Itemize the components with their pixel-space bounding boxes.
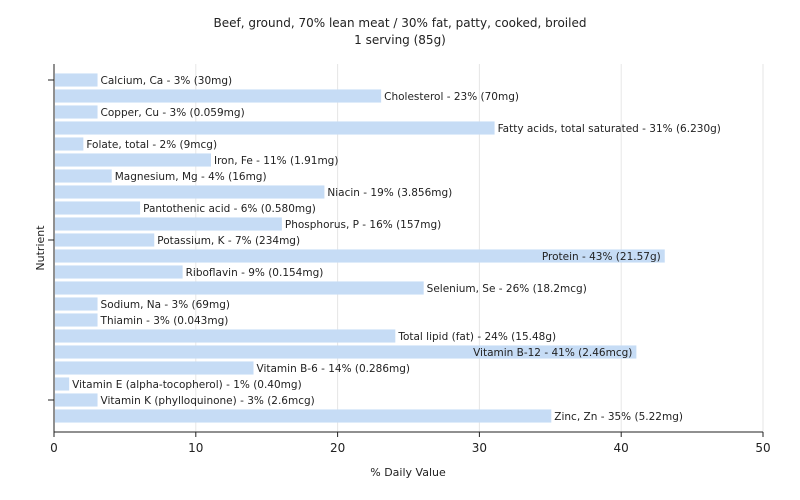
bar-data-label: Total lipid (fat) - 24% (15.48g) bbox=[397, 331, 556, 343]
grid-lines bbox=[195, 64, 764, 432]
bar-data-label: Cholesterol - 23% (70mg) bbox=[384, 91, 519, 103]
bar bbox=[55, 361, 254, 375]
x-tick-label: 0 bbox=[50, 441, 58, 455]
bar-data-label: Riboflavin - 9% (0.154mg) bbox=[186, 267, 324, 279]
bar bbox=[55, 121, 495, 135]
bar bbox=[55, 153, 211, 167]
bar bbox=[55, 329, 396, 343]
bar-data-label: Iron, Fe - 11% (1.91mg) bbox=[214, 155, 338, 167]
bar bbox=[55, 201, 141, 215]
bar-data-label: Zinc, Zn - 35% (5.22mg) bbox=[554, 411, 683, 423]
bar-data-label: Fatty acids, total saturated - 31% (6.23… bbox=[498, 123, 721, 135]
bar-data-label: Sodium, Na - 3% (69mg) bbox=[101, 299, 230, 311]
axes: 0 10 20 30 40 50 bbox=[48, 64, 771, 455]
bar bbox=[55, 393, 98, 407]
bar bbox=[55, 217, 282, 231]
bar-data-label: Thiamin - 3% (0.043mg) bbox=[100, 315, 229, 327]
bar bbox=[55, 89, 382, 103]
bar bbox=[55, 377, 70, 391]
bar-data-label: Selenium, Se - 26% (18.2mcg) bbox=[427, 283, 587, 295]
bar-data-label: Vitamin B-12 - 41% (2.46mcg) bbox=[473, 347, 632, 359]
bar bbox=[55, 73, 98, 87]
bar bbox=[55, 265, 183, 279]
bar bbox=[55, 409, 552, 423]
bar-data-label: Vitamin E (alpha-tocopherol) - 1% (0.40m… bbox=[72, 379, 302, 391]
bar-data-label: Potassium, K - 7% (234mg) bbox=[157, 235, 300, 247]
x-axis-label: % Daily Value bbox=[370, 466, 446, 479]
x-tick-label: 20 bbox=[330, 441, 345, 455]
x-tick-label: 30 bbox=[472, 441, 487, 455]
bar-data-label: Pantothenic acid - 6% (0.580mg) bbox=[143, 203, 316, 215]
bar-data-label: Vitamin K (phylloquinone) - 3% (2.6mcg) bbox=[101, 395, 315, 407]
bar-data-label: Phosphorus, P - 16% (157mg) bbox=[285, 219, 441, 231]
y-axis-label: Nutrient bbox=[34, 225, 47, 271]
bar bbox=[55, 297, 98, 311]
x-tick-label: 10 bbox=[188, 441, 203, 455]
chart-title: Beef, ground, 70% lean meat / 30% fat, p… bbox=[214, 16, 587, 30]
bar bbox=[55, 249, 665, 263]
bar-data-label: Niacin - 19% (3.856mg) bbox=[327, 187, 452, 199]
bar-data-label: Vitamin B-6 - 14% (0.286mg) bbox=[257, 363, 411, 375]
bar-labels: Calcium, Ca - 3% (30mg) Cholesterol - 23%… bbox=[72, 75, 721, 423]
bar bbox=[55, 169, 112, 183]
bar bbox=[55, 105, 98, 119]
bar-data-label: Protein - 43% (21.57g) bbox=[542, 251, 661, 263]
bar bbox=[55, 281, 424, 295]
bar-data-label: Magnesium, Mg - 4% (16mg) bbox=[115, 171, 267, 183]
bar bbox=[55, 137, 84, 151]
bar bbox=[55, 233, 155, 247]
bars bbox=[55, 73, 665, 423]
x-tick-label: 50 bbox=[755, 441, 770, 455]
bar-data-label: Copper, Cu - 3% (0.059mg) bbox=[101, 107, 245, 119]
bar bbox=[55, 345, 637, 359]
bar-data-label: Calcium, Ca - 3% (30mg) bbox=[101, 75, 233, 87]
x-tick-label: 40 bbox=[614, 441, 629, 455]
chart-subtitle: 1 serving (85g) bbox=[354, 33, 446, 47]
bar bbox=[55, 185, 325, 199]
bar-data-label: Folate, total - 2% (9mcg) bbox=[86, 139, 217, 151]
bar bbox=[55, 313, 98, 327]
